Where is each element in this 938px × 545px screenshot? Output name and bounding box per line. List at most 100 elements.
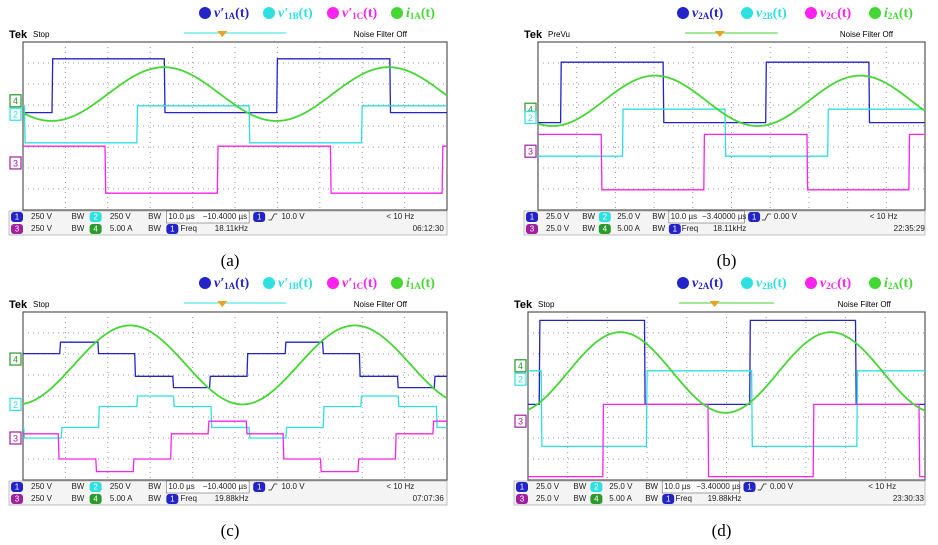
status-ch3: 25.0 V	[536, 494, 560, 503]
status-ch2: 25.0 V	[609, 482, 633, 491]
channel-box-label: 4	[594, 495, 599, 504]
channel-marker-label: 2	[518, 375, 523, 385]
status-bw: BW	[148, 482, 161, 491]
status-bw: BW	[645, 494, 658, 503]
channel-box-label: 4	[93, 495, 98, 504]
channel-box-label: 1	[257, 483, 262, 492]
legend-subscript: 1A	[224, 11, 236, 21]
legend-argument: (t)	[421, 6, 435, 21]
status-ch1: 250 V	[31, 212, 53, 221]
scope-brand: Tek	[9, 299, 28, 311]
panel-caption: (c)	[221, 521, 240, 540]
legend-label: v′1B(t)	[278, 276, 313, 291]
channel-box-label: 3	[15, 225, 20, 234]
legend-argument: (t)	[709, 276, 723, 291]
legend-swatch	[741, 7, 753, 19]
channel-box-label: 1	[747, 483, 752, 492]
trigger-marker	[217, 31, 227, 37]
channel-marker-label: 4	[13, 96, 18, 106]
status-ch3: 250 V	[31, 494, 53, 503]
legend-argument: (t)	[421, 276, 435, 291]
status-clock: 06:12:30	[413, 224, 445, 233]
status-ch2: 250 V	[110, 212, 132, 221]
status-delay: −10.4000 µs	[203, 482, 247, 491]
status-bw: BW	[148, 494, 161, 503]
status-delay: −3.40000 µs	[696, 482, 740, 491]
legend-label: v′1A(t)	[214, 276, 249, 291]
scope-mode: Stop	[538, 300, 555, 309]
channel-box-label: 1	[257, 213, 262, 222]
legend-swatch	[677, 277, 689, 289]
channel-marker-label: 2	[13, 400, 18, 410]
channel-box-label: 2	[93, 483, 98, 492]
panel-caption: (b)	[717, 251, 737, 270]
legend-swatch	[263, 7, 275, 19]
status-ch4: 5.00 A	[110, 224, 133, 233]
status-trig: 10.0 V	[281, 212, 305, 221]
legend-label: v2A(t)	[692, 6, 724, 21]
legend-label: i2A(t)	[884, 6, 913, 21]
status-timebase: 10.0 µs	[168, 482, 194, 491]
channel-box-label: 2	[93, 213, 98, 222]
legend-swatch	[263, 277, 275, 289]
legend-subscript: 2C	[826, 281, 837, 291]
legend-subscript: 2B	[762, 281, 773, 291]
status-timebase: 10.0 µs	[168, 212, 194, 221]
trigger-marker	[217, 301, 227, 307]
legend-swatch	[805, 277, 817, 289]
channel-box-label: 1	[15, 213, 20, 222]
scope-mode: Stop	[33, 30, 50, 39]
legend-symbol: v′	[214, 6, 224, 21]
channel-box-label: 3	[530, 225, 535, 234]
channel-marker-label: 2	[13, 110, 18, 120]
channel-marker-label: 2	[528, 113, 533, 123]
status-ch2: 250 V	[110, 482, 132, 491]
legend-subscript: 2A	[888, 11, 900, 21]
legend-label: v′1B(t)	[278, 6, 313, 21]
legend-symbol: v′	[278, 6, 288, 21]
status-freq-label: Freq	[675, 494, 691, 503]
channel-box-label: 4	[603, 225, 608, 234]
status-freq: 19.88kHz	[215, 494, 249, 503]
scope-brand: Tek	[524, 29, 543, 41]
channel-box-label: 1	[666, 495, 671, 504]
figure: v′1A(t)v′1B(t)v′1C(t)i1A(t)TekStopNoise …	[0, 0, 938, 545]
status-ch1: 250 V	[31, 482, 53, 491]
status-ch2: 25.0 V	[617, 212, 641, 221]
status-ch3: 25.0 V	[546, 224, 570, 233]
status-clock: 23:30:33	[893, 494, 925, 503]
status-freq: 18.11kHz	[713, 224, 746, 233]
legend-subscript: 2A	[888, 281, 900, 291]
channel-marker-label: 3	[518, 417, 523, 427]
legend-symbol: v′	[342, 6, 352, 21]
status-bw: BW	[71, 224, 84, 233]
legend-label: i1A(t)	[406, 6, 435, 21]
legend-subscript: 1A	[224, 281, 236, 291]
legend-label: v2B(t)	[756, 6, 787, 21]
status-ch3: 250 V	[31, 224, 53, 233]
legend-symbol: v′	[342, 276, 352, 291]
legend-swatch	[869, 277, 881, 289]
scope-panel: v′1A(t)v′1B(t)v′1C(t)i1A(t)TekStopNoise …	[9, 6, 447, 270]
channel-box-label: 1	[673, 225, 678, 234]
legend-label: v2C(t)	[820, 276, 852, 291]
status-ch1: 25.0 V	[536, 482, 560, 491]
channel-box-label: 2	[603, 213, 608, 222]
legend-label: i1A(t)	[406, 276, 435, 291]
noise-filter: Noise Filter Off	[354, 300, 408, 309]
status-bw: BW	[582, 212, 595, 221]
scope-brand: Tek	[514, 299, 533, 311]
channel-box-label: 3	[15, 495, 20, 504]
channel-box-label: 2	[594, 483, 599, 492]
status-trig: 10.0 V	[281, 482, 305, 491]
status-ch4: 5.00 A	[609, 494, 632, 503]
legend-argument: (t)	[363, 6, 377, 21]
legend-argument: (t)	[363, 276, 377, 291]
status-ch1: 25.0 V	[546, 212, 570, 221]
legend-label: v′1C(t)	[342, 276, 377, 291]
status-bw: BW	[148, 212, 161, 221]
status-bw: BW	[652, 212, 665, 221]
status-clock: 07:07:36	[413, 494, 445, 503]
channel-box-label: 1	[752, 213, 757, 222]
channel-box-label: 1	[530, 213, 535, 222]
